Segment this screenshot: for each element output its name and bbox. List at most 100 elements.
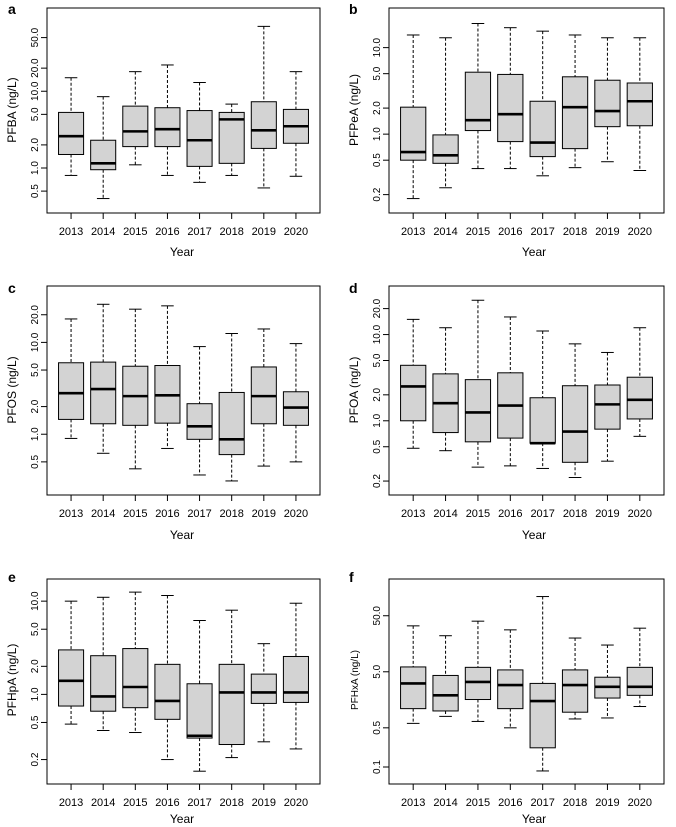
x-tick-label: 2016 bbox=[498, 797, 522, 809]
x-tick-label: 2014 bbox=[91, 226, 115, 238]
panel-label: c bbox=[8, 280, 16, 296]
y-tick-label: 5.0 bbox=[30, 107, 41, 121]
x-axis-label: Year bbox=[170, 528, 194, 542]
iqr-box bbox=[186, 110, 213, 167]
x-tick-label: 2013 bbox=[401, 508, 425, 520]
x-tick-label: 2020 bbox=[628, 508, 652, 520]
x-axis-label: Year bbox=[170, 812, 194, 826]
x-tick-label: 2013 bbox=[59, 226, 83, 238]
iqr-box bbox=[122, 648, 149, 709]
iqr-box bbox=[561, 385, 589, 463]
panel-e: e 0.2 0.5 1.0 2.0 5.0 10.0 PFHpA (ng/L) 2013 2014… bbox=[5, 569, 321, 826]
y-axis-label: PFBA (ng/L) bbox=[5, 77, 19, 142]
iqr-box bbox=[400, 364, 427, 422]
x-axis-label: Year bbox=[522, 812, 546, 826]
iqr-box bbox=[154, 663, 181, 720]
x-tick-label: 2019 bbox=[252, 508, 276, 520]
iqr-box bbox=[594, 79, 621, 128]
x-tick-label: 2019 bbox=[252, 797, 276, 809]
iqr-box bbox=[594, 384, 621, 430]
y-tick-label: 0.2 bbox=[30, 752, 41, 766]
plot-frame bbox=[46, 578, 321, 785]
x-axis-label: Year bbox=[522, 245, 546, 259]
x-tick-label: 2017 bbox=[187, 508, 211, 520]
panel-label: d bbox=[349, 280, 358, 296]
iqr-box bbox=[432, 674, 459, 712]
plot-frame bbox=[46, 285, 321, 496]
y-tick-label: 0.5 bbox=[30, 715, 41, 729]
y-tick-label: 5.0 bbox=[30, 363, 41, 377]
y-axis-label: PFOA (ng/L) bbox=[347, 357, 361, 424]
y-tick-label: 0.2 bbox=[372, 474, 383, 488]
x-tick-label: 2016 bbox=[155, 797, 179, 809]
y-tick-label: 20.0 bbox=[372, 298, 383, 318]
x-tick-label: 2019 bbox=[595, 797, 619, 809]
iqr-box bbox=[497, 669, 524, 710]
iqr-box bbox=[529, 100, 556, 158]
panel-d: d 0.2 0.5 1.0 2.0 5.0 10.0 20.0 PFOA (ng/L) 2013 2… bbox=[347, 280, 665, 542]
iqr-box bbox=[529, 682, 556, 749]
x-tick-label: 2015 bbox=[466, 226, 490, 238]
x-tick-label: 2013 bbox=[401, 797, 425, 809]
x-tick-label: 2018 bbox=[219, 508, 243, 520]
x-tick-label: 2018 bbox=[219, 797, 243, 809]
x-tick-label: 2020 bbox=[628, 797, 652, 809]
x-tick-label: 2017 bbox=[530, 797, 554, 809]
iqr-box bbox=[58, 111, 85, 155]
iqr-box bbox=[58, 649, 85, 707]
y-tick-label: 10.0 bbox=[30, 81, 41, 101]
plot-frame bbox=[388, 578, 665, 785]
x-tick-label: 2017 bbox=[530, 508, 554, 520]
x-tick-label: 2018 bbox=[563, 797, 587, 809]
y-tick-label: 10.0 bbox=[30, 591, 41, 611]
x-tick-label: 2018 bbox=[563, 508, 587, 520]
iqr-box bbox=[497, 73, 524, 143]
iqr-box bbox=[464, 379, 492, 443]
x-tick-label: 2019 bbox=[595, 226, 619, 238]
iqr-box bbox=[250, 673, 277, 704]
x-tick-label: 2013 bbox=[59, 797, 83, 809]
y-tick-label: 1.0 bbox=[372, 127, 383, 141]
y-tick-label: 0.5 bbox=[372, 153, 383, 167]
iqr-box bbox=[90, 655, 117, 712]
y-tick-label: 5.0 bbox=[372, 66, 383, 80]
panel-f: f 0.1 0.5 5.0 50.0 PFHxA (ng/L) 2013 2014 2015 20… bbox=[349, 569, 665, 826]
iqr-box bbox=[154, 107, 181, 148]
iqr-box bbox=[218, 111, 245, 164]
x-tick-label: 2015 bbox=[123, 508, 147, 520]
x-tick-label: 2017 bbox=[530, 226, 554, 238]
iqr-box bbox=[250, 101, 277, 149]
iqr-box bbox=[561, 76, 589, 150]
iqr-box bbox=[218, 391, 245, 456]
panel-label: b bbox=[349, 1, 358, 17]
plot-frame bbox=[388, 7, 665, 214]
iqr-box bbox=[90, 139, 117, 171]
y-tick-label: 10.0 bbox=[30, 332, 41, 352]
y-tick-label: 20.0 bbox=[30, 58, 41, 78]
iqr-box bbox=[282, 655, 309, 703]
x-tick-label: 2018 bbox=[219, 226, 243, 238]
x-axis-label: Year bbox=[522, 528, 546, 542]
y-tick-label: 2.0 bbox=[372, 387, 383, 401]
x-tick-label: 2019 bbox=[252, 226, 276, 238]
y-axis-label: PFHpA (ng/L) bbox=[5, 644, 19, 717]
iqr-box bbox=[626, 82, 653, 127]
x-tick-label: 2017 bbox=[187, 226, 211, 238]
x-tick-label: 2015 bbox=[466, 508, 490, 520]
x-tick-label: 2015 bbox=[123, 226, 147, 238]
y-tick-label: 10.0 bbox=[372, 324, 383, 344]
y-tick-label: 0.5 bbox=[372, 720, 383, 734]
y-tick-label: 10.0 bbox=[372, 37, 383, 57]
y-axis-label: PFHxA (ng/L) bbox=[350, 650, 361, 710]
x-tick-label: 2020 bbox=[284, 508, 308, 520]
y-axis-label: PFOS (ng/L) bbox=[5, 356, 19, 423]
x-tick-label: 2020 bbox=[628, 226, 652, 238]
iqr-box bbox=[464, 666, 492, 701]
x-tick-label: 2015 bbox=[123, 797, 147, 809]
panel-a: a 0.5 1.0 2.0 5.0 10.0 20.0 50.0 PFBA (ng/L) 2013… bbox=[5, 1, 321, 259]
iqr-box bbox=[626, 666, 653, 696]
x-tick-label: 2014 bbox=[433, 508, 457, 520]
y-tick-label: 2.0 bbox=[30, 138, 41, 152]
panel-label: e bbox=[8, 569, 16, 585]
